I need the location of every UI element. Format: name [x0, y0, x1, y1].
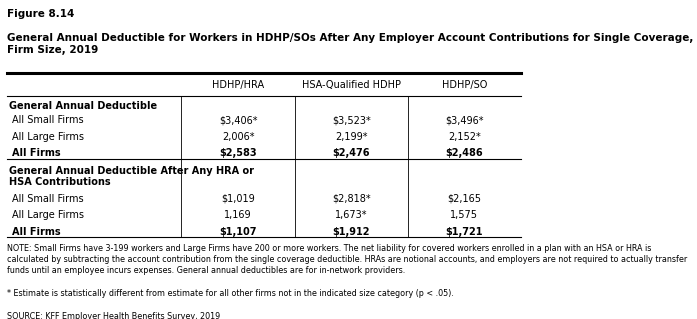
Text: $3,523*: $3,523*: [332, 115, 371, 125]
Text: $2,818*: $2,818*: [332, 194, 371, 204]
Text: All Firms: All Firms: [12, 148, 61, 159]
Text: All Firms: All Firms: [12, 227, 61, 237]
Text: All Large Firms: All Large Firms: [12, 132, 84, 142]
Text: $1,107: $1,107: [220, 227, 256, 237]
Text: All Large Firms: All Large Firms: [12, 210, 84, 220]
Text: Figure 8.14: Figure 8.14: [7, 9, 74, 19]
Text: HSA-Qualified HDHP: HSA-Qualified HDHP: [302, 80, 401, 90]
Text: $1,912: $1,912: [332, 227, 370, 237]
Text: General Annual Deductible for Workers in HDHP/SOs After Any Employer Account Con: General Annual Deductible for Workers in…: [7, 33, 697, 55]
Text: 1,169: 1,169: [224, 210, 252, 220]
Text: HDHP/SO: HDHP/SO: [442, 80, 487, 90]
Text: $1,721: $1,721: [445, 227, 483, 237]
Text: All Small Firms: All Small Firms: [12, 194, 84, 204]
Text: NOTE: Small Firms have 3-199 workers and Large Firms have 200 or more workers. T: NOTE: Small Firms have 3-199 workers and…: [7, 243, 687, 275]
Text: 2,199*: 2,199*: [335, 132, 367, 142]
Text: SOURCE: KFF Employer Health Benefits Survey, 2019: SOURCE: KFF Employer Health Benefits Sur…: [7, 312, 220, 319]
Text: 2,152*: 2,152*: [448, 132, 481, 142]
Text: $3,496*: $3,496*: [445, 115, 484, 125]
Text: $1,019: $1,019: [221, 194, 255, 204]
Text: $2,486: $2,486: [445, 148, 483, 159]
Text: 1,575: 1,575: [450, 210, 478, 220]
Text: * Estimate is statistically different from estimate for all other firms not in t: * Estimate is statistically different fr…: [7, 289, 454, 298]
Text: $3,406*: $3,406*: [219, 115, 257, 125]
Text: All Small Firms: All Small Firms: [12, 115, 84, 125]
Text: General Annual Deductible After Any HRA or
HSA Contributions: General Annual Deductible After Any HRA …: [9, 166, 254, 187]
Text: 2,006*: 2,006*: [222, 132, 254, 142]
Text: HDHP/HRA: HDHP/HRA: [212, 80, 264, 90]
Text: General Annual Deductible: General Annual Deductible: [9, 101, 158, 111]
Text: $2,165: $2,165: [447, 194, 482, 204]
Text: $2,583: $2,583: [220, 148, 257, 159]
Text: 1,673*: 1,673*: [335, 210, 367, 220]
Text: $2,476: $2,476: [332, 148, 370, 159]
